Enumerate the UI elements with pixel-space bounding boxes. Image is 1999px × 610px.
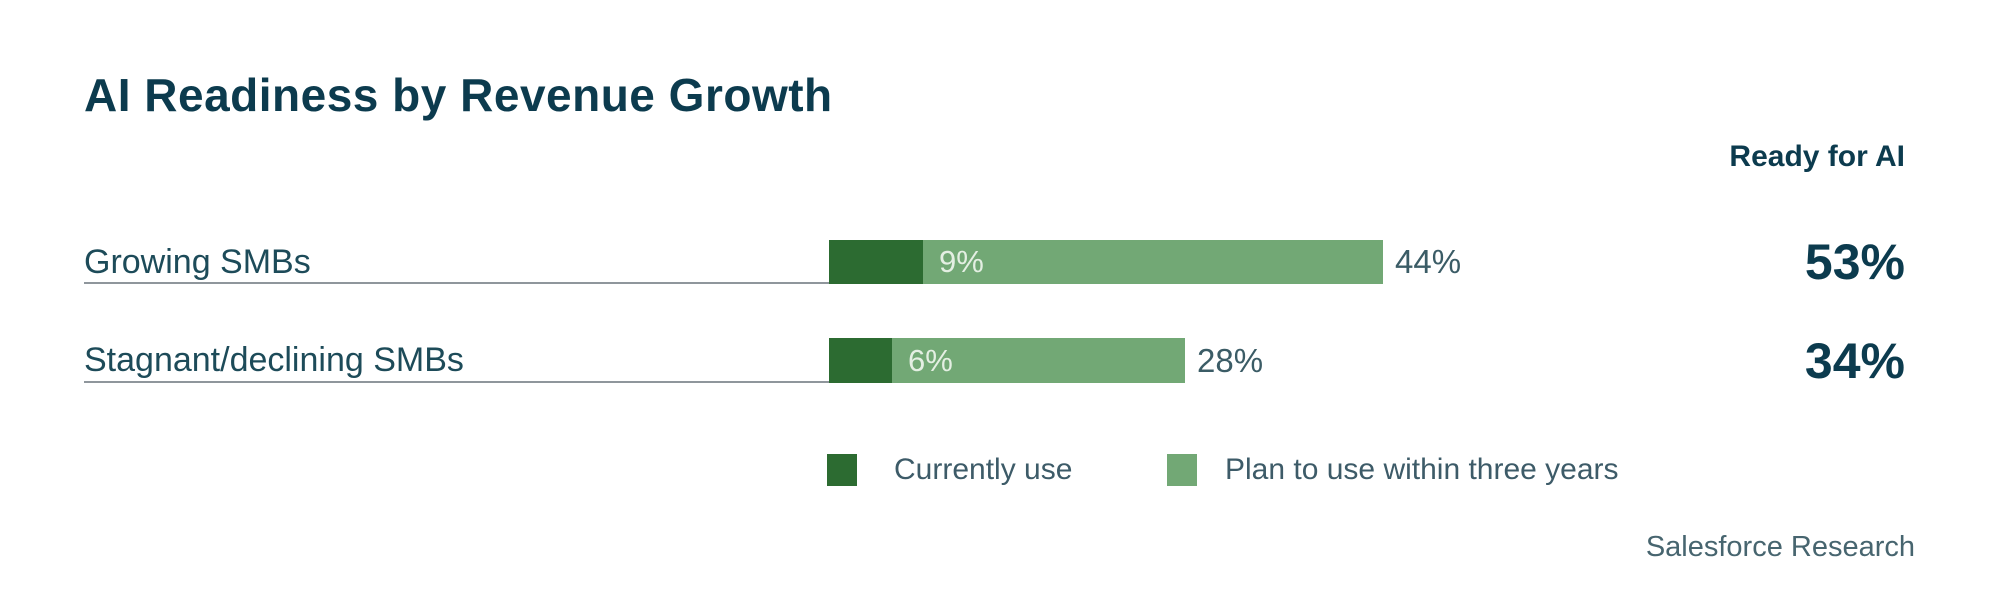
ready-for-ai-header: Ready for AI [1729, 140, 1905, 173]
plan-to-use-value-label: 44% [1395, 243, 1462, 280]
source-attribution: Salesforce Research [1645, 531, 1915, 563]
bar-segment-plan-to-use: 6% [892, 338, 1185, 383]
currently-use-value-label: 6% [908, 342, 953, 378]
legend: Currently use Plan to use within three y… [0, 453, 1999, 487]
chart-title: AI Readiness by Revenue Growth [84, 69, 833, 121]
ready-for-ai-value: 53% [1804, 234, 1905, 290]
ready-for-ai-value: 34% [1804, 332, 1905, 389]
legend-label: Plan to use within three years [1225, 453, 1619, 486]
bar-segment-currently-use [829, 338, 892, 383]
stacked-bar-stagnant-smbs: 6% 28% [829, 338, 1263, 383]
legend-item-plan-to-use: Plan to use within three years [1167, 453, 1619, 487]
row-baseline [84, 282, 829, 284]
plan-to-use-value-label: 28% [1197, 341, 1264, 379]
category-label-stagnant-smbs: Stagnant/declining SMBs [84, 341, 464, 379]
legend-label: Currently use [894, 453, 1073, 486]
legend-swatch-currently-use [827, 454, 857, 486]
stacked-bar-growing-smbs: 9% 44% [829, 240, 1461, 284]
legend-swatch-plan-to-use [1167, 454, 1197, 486]
category-label-growing-smbs: Growing SMBs [84, 243, 311, 281]
bar-segment-currently-use [829, 240, 923, 284]
row-baseline [84, 381, 829, 383]
legend-item-currently-use: Currently use [827, 453, 1072, 487]
bar-segment-plan-to-use: 9% [923, 240, 1383, 284]
currently-use-value-label: 9% [939, 244, 984, 279]
